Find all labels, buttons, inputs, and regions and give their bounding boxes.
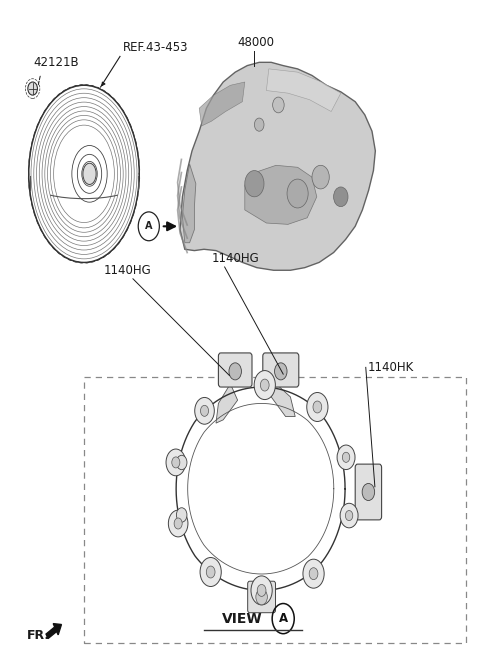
FancyBboxPatch shape (218, 353, 252, 387)
Circle shape (309, 567, 318, 580)
Circle shape (287, 179, 308, 208)
Circle shape (342, 452, 350, 462)
Circle shape (174, 518, 182, 529)
Circle shape (312, 165, 329, 189)
Text: 42121B: 42121B (34, 56, 79, 69)
Polygon shape (199, 82, 245, 126)
Circle shape (251, 576, 272, 605)
Circle shape (340, 503, 358, 528)
Text: A: A (145, 221, 153, 232)
Circle shape (206, 566, 215, 578)
Polygon shape (216, 384, 238, 423)
Circle shape (28, 82, 37, 95)
Text: 1140HK: 1140HK (367, 361, 413, 374)
Polygon shape (182, 164, 196, 243)
Text: 48000: 48000 (238, 35, 275, 49)
Text: REF.43-453: REF.43-453 (122, 41, 188, 54)
Circle shape (245, 171, 264, 197)
FancyBboxPatch shape (263, 353, 299, 387)
Circle shape (254, 118, 264, 131)
Polygon shape (266, 69, 341, 112)
Circle shape (256, 589, 267, 605)
Polygon shape (180, 62, 375, 270)
Circle shape (362, 483, 374, 501)
Circle shape (195, 398, 214, 424)
Circle shape (303, 559, 324, 588)
Circle shape (273, 97, 284, 113)
Circle shape (229, 363, 241, 380)
Circle shape (260, 379, 269, 391)
Circle shape (313, 401, 322, 413)
FancyBboxPatch shape (355, 464, 382, 520)
Circle shape (168, 510, 188, 537)
FancyArrow shape (46, 624, 61, 638)
Circle shape (200, 558, 221, 586)
Circle shape (177, 508, 187, 522)
Circle shape (201, 405, 208, 417)
Text: 1140HG: 1140HG (103, 264, 151, 277)
Circle shape (334, 187, 348, 207)
Circle shape (177, 455, 187, 470)
Polygon shape (271, 384, 295, 417)
Circle shape (337, 445, 355, 470)
Circle shape (346, 510, 353, 521)
Circle shape (275, 363, 287, 380)
Polygon shape (245, 165, 317, 224)
Circle shape (166, 449, 186, 476)
Text: A: A (278, 612, 288, 625)
Bar (84, 377, 466, 643)
Text: FR.: FR. (26, 628, 49, 642)
Ellipse shape (83, 163, 96, 184)
Circle shape (172, 457, 180, 468)
Text: VIEW: VIEW (222, 611, 263, 626)
Circle shape (254, 371, 276, 400)
Text: 1140HG: 1140HG (211, 252, 259, 265)
FancyBboxPatch shape (248, 581, 276, 613)
Circle shape (307, 392, 328, 422)
Circle shape (257, 584, 266, 596)
